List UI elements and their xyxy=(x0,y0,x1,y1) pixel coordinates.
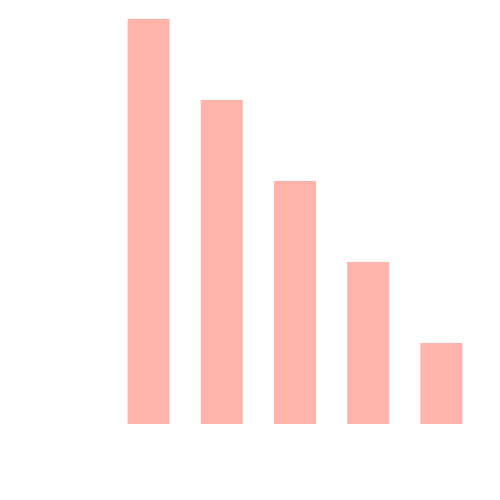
bar-2 xyxy=(200,100,243,424)
bar-1 xyxy=(127,19,170,424)
bars-group xyxy=(127,19,463,424)
bar-5 xyxy=(420,343,463,424)
bar-4 xyxy=(347,262,390,424)
bar-3 xyxy=(274,181,316,424)
